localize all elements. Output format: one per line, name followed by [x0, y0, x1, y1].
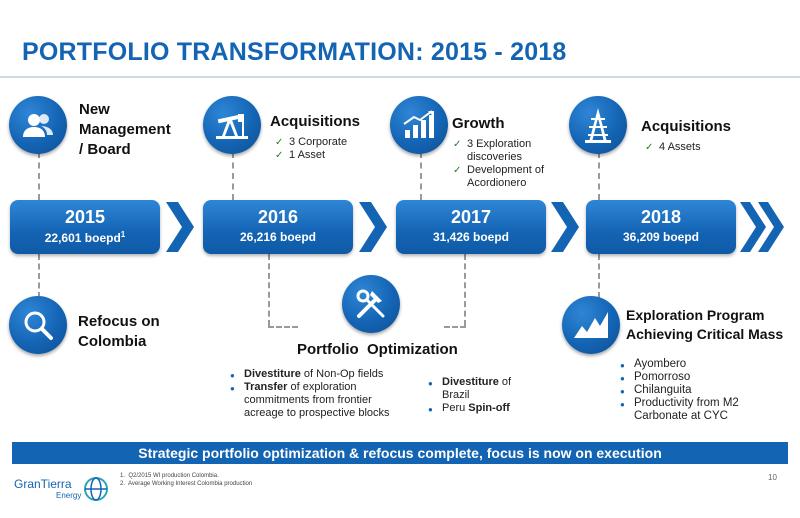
list-item: Divestiture of Brazil	[428, 376, 538, 402]
people-icon	[9, 96, 67, 154]
year-box-2015: 2015 22,601 boepd1	[10, 200, 160, 254]
acquisitions-2016-label: Acquisitions	[270, 113, 361, 130]
footnotes: 1. Q2/2015 WI production Colombia. 2. Av…	[120, 473, 253, 487]
list-item: Pomorroso	[620, 371, 770, 385]
chevron-right-icon	[551, 202, 579, 252]
exploration-list: Ayombero Pomorroso Chilanguita Productiv…	[620, 358, 770, 423]
connector-2016-bottom	[268, 254, 270, 326]
list-item: 3 Exploration discoveries	[453, 138, 573, 164]
year-label: 2015	[64, 207, 106, 227]
connector-2016-top	[232, 152, 234, 200]
list-item: 4 Assets	[645, 141, 755, 154]
year-box-2017: 2017 31,426 boepd	[396, 200, 546, 254]
drilling-rig-icon	[569, 96, 627, 154]
list-item: Productivity from M2 Carbonate at CYC	[620, 397, 770, 423]
connector-opt-right	[444, 326, 466, 328]
year-label: 2017	[450, 207, 492, 227]
refocus-label: Refocus on Colombia	[78, 313, 160, 350]
growth-label: Growth	[452, 115, 505, 132]
list-item: Peru Spin-off	[428, 402, 538, 416]
year-box-2016: 2016 26,216 boepd	[203, 200, 353, 254]
acquisitions-2016-list: 3 Corporate 1 Asset	[275, 136, 385, 162]
production-label: 31,426 boepd	[432, 230, 510, 244]
list-item: Development of Acordionero	[453, 164, 573, 190]
year-box-2018: 2018 36,209 boepd	[586, 200, 736, 254]
page-number: 10	[768, 473, 777, 482]
list-item: Divestiture of Non-Op fields	[230, 368, 408, 382]
connector-2017-top	[420, 152, 422, 200]
connector-2018-bottom	[598, 254, 600, 298]
list-item: 3 Corporate	[275, 136, 385, 149]
production-label: 36,209 boepd	[622, 230, 700, 244]
growth-chart-icon	[390, 96, 448, 154]
magnifier-icon	[9, 296, 67, 354]
chevron-right-icon	[359, 202, 387, 252]
year-label: 2018	[640, 207, 682, 227]
acquisitions-2018-list: 4 Assets	[645, 141, 755, 154]
list-item: Chilanguita	[620, 384, 770, 398]
company-logo: GranTierra Energy	[14, 473, 114, 505]
execution-banner: Strategic portfolio optimization & refoc…	[12, 442, 788, 464]
production-label: 22,601 boepd1	[44, 230, 126, 245]
connector-opt-left	[268, 326, 298, 328]
page-title: PORTFOLIO TRANSFORMATION: 2015 - 2018	[22, 38, 567, 66]
logo-globe-icon	[84, 477, 108, 501]
year-label: 2016	[257, 207, 299, 227]
connector-2017-bottom	[464, 254, 466, 326]
production-label: 26,216 boepd	[239, 230, 317, 244]
list-item: Ayombero	[620, 358, 770, 372]
list-item: 1 Asset	[275, 149, 385, 162]
connector-2015-bottom	[38, 254, 40, 298]
mountain-chart-icon	[562, 296, 620, 354]
connector-2018-top	[598, 152, 600, 200]
list-item: Transfer of exploration commitments from…	[230, 381, 408, 420]
title-divider	[0, 76, 800, 78]
optimization-left-list: Divestiture of Non-Op fields Transfer of…	[230, 368, 408, 420]
optimization-right-list: Divestiture of Brazil Peru Spin-off	[428, 376, 538, 416]
double-chevron-right-icon	[740, 202, 784, 252]
pump-jack-icon	[203, 96, 261, 154]
acquisitions-2018-label: Acquisitions	[641, 118, 732, 135]
exploration-program-label: Exploration Program Achieving Critical Ma…	[626, 307, 784, 342]
tools-icon	[342, 275, 400, 333]
portfolio-optimization-label: Portfolio Optimization	[297, 341, 458, 358]
management-label: New Management / Board	[79, 101, 171, 158]
connector-2015-top	[38, 152, 40, 200]
chevron-right-icon	[166, 202, 194, 252]
growth-list: 3 Exploration discoveries Development of…	[453, 138, 573, 190]
